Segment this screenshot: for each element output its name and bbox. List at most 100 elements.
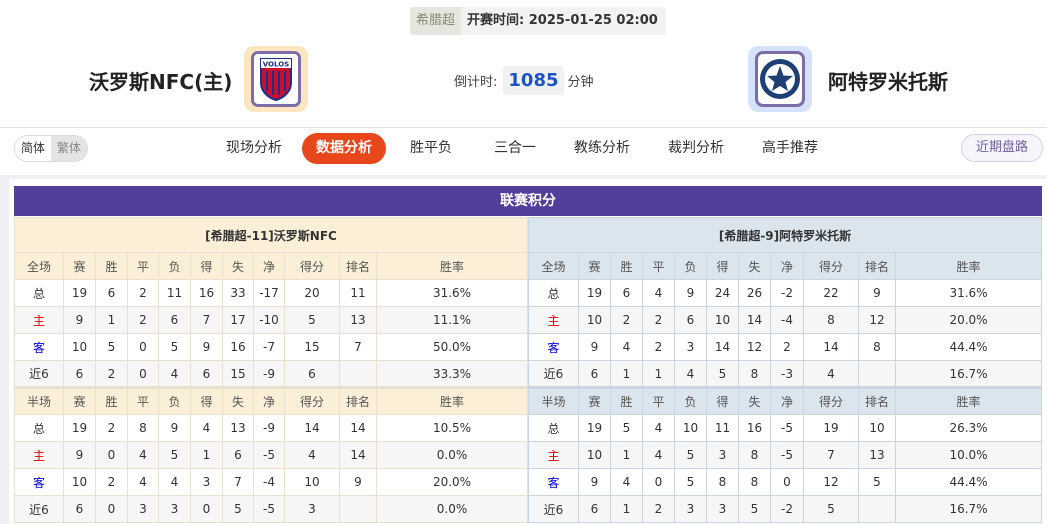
cell — [339, 495, 377, 523]
cell: -7 — [253, 333, 285, 361]
language-toggle: 简体 繁体 — [14, 135, 89, 162]
cell: -9 — [253, 414, 285, 442]
cell: 5 — [222, 495, 254, 523]
table-row: 总 19 5 4 10 11 16 -5 19 10 26.3% — [528, 414, 1042, 442]
column-header: 胜率 — [895, 252, 1042, 280]
column-header: 胜率 — [376, 252, 528, 280]
cell: 4 — [127, 441, 159, 469]
column-header: 胜 — [610, 386, 643, 415]
cell: 4 — [158, 360, 191, 388]
cell: 8 — [738, 360, 771, 388]
column-header: 得分 — [284, 252, 340, 280]
column-header: 赛 — [63, 252, 96, 280]
cell: 8 — [858, 333, 896, 361]
row-label: 客 — [14, 333, 64, 361]
cell: -5 — [770, 414, 804, 442]
cell — [339, 360, 377, 388]
full-column-header: 全场赛胜平负得失净得分 排名 胜率 — [528, 252, 1042, 280]
row-label: 客 — [528, 333, 579, 361]
cell: 2 — [642, 306, 675, 334]
home-team-standing-title: [希腊超-11]沃罗斯NFC — [14, 217, 528, 253]
league-standings-title: 联赛积分 — [14, 186, 1042, 216]
column-header: 平 — [642, 386, 675, 415]
cell: 0 — [642, 468, 675, 496]
cell: 9 — [190, 333, 223, 361]
row-label: 总 — [14, 279, 64, 307]
cell: 6 — [95, 279, 128, 307]
cell: 0 — [127, 333, 159, 361]
tab-referee-analysis[interactable]: 裁判分析 — [668, 140, 724, 156]
cell: 6 — [610, 279, 643, 307]
cell: -3 — [770, 360, 804, 388]
table-row: 总 19 6 2 11 16 33 -17 20 11 31.6% — [14, 279, 528, 307]
column-header: 胜 — [610, 252, 643, 280]
kickoff-time: 开赛时间: 2025-01-25 02:00 — [461, 7, 666, 35]
column-header: 排名 — [858, 386, 896, 415]
league-label[interactable]: 希腊超 — [410, 7, 462, 35]
cell: 14 — [706, 333, 739, 361]
home-team-logo[interactable]: VOLOS — [244, 46, 308, 112]
cell: -2 — [770, 279, 804, 307]
cell: 3 — [284, 495, 340, 523]
kickoff-label: 开赛时间: — [467, 13, 525, 28]
cell: 4 — [190, 414, 223, 442]
lang-traditional[interactable]: 繁体 — [57, 141, 82, 155]
countdown-label: 倒计时: — [454, 75, 498, 90]
cell: 10 — [63, 333, 96, 361]
cell: 20.0% — [895, 306, 1042, 334]
cell: 4 — [642, 414, 675, 442]
cell: 6 — [578, 360, 611, 388]
table-row: 客 9 4 2 3 14 12 2 14 8 44.4% — [528, 333, 1042, 361]
cell: 8 — [127, 414, 159, 442]
tab-three-in-one[interactable]: 三合一 — [494, 140, 536, 156]
cell: 2 — [95, 360, 128, 388]
table-row: 客 10 5 0 5 9 16 -7 15 7 50.0% — [14, 333, 528, 361]
cell: 5 — [706, 360, 739, 388]
cell: 10 — [63, 468, 96, 496]
cell: 15 — [284, 333, 340, 361]
cell: 3 — [706, 495, 739, 523]
cell: 12 — [858, 306, 896, 334]
cell: 17 — [222, 306, 254, 334]
cell: 0 — [127, 360, 159, 388]
tab-data-analysis[interactable]: 数据分析 — [302, 133, 386, 164]
cell: 7 — [190, 306, 223, 334]
cell: 19 — [578, 414, 611, 442]
cell: 16 — [222, 333, 254, 361]
cell: -5 — [253, 441, 285, 469]
column-header: 半场 — [14, 386, 64, 415]
tab-expert-picks[interactable]: 高手推荐 — [762, 140, 818, 156]
cell: 13 — [858, 441, 896, 469]
tab-win-draw-loss[interactable]: 胜平负 — [410, 140, 452, 156]
cell: 14 — [738, 306, 771, 334]
column-header: 平 — [127, 386, 159, 415]
home-team-name[interactable]: 沃罗斯NFC(主) — [89, 70, 233, 94]
cell: 4 — [674, 360, 707, 388]
cell: 1 — [610, 360, 643, 388]
cell: 8 — [738, 468, 771, 496]
away-standings-table: [希腊超-9]阿特罗米托斯 全场赛胜平负得失净得分 排名 胜率总 19 6 4 9 24 26-… — [528, 217, 1042, 523]
recent-odds-button[interactable]: 近期盘路 — [961, 134, 1043, 162]
column-header: 负 — [158, 252, 191, 280]
tab-onsite-analysis[interactable]: 现场分析 — [226, 140, 282, 156]
row-label: 近6 — [528, 360, 579, 388]
column-header: 净 — [253, 252, 285, 280]
lang-simplified[interactable]: 简体 — [15, 136, 52, 161]
tab-coach-analysis[interactable]: 教练分析 — [574, 140, 630, 156]
cell: 19 — [803, 414, 859, 442]
cell: 9 — [158, 414, 191, 442]
cell: 5 — [95, 333, 128, 361]
cell: 3 — [674, 495, 707, 523]
cell: 10.5% — [376, 414, 528, 442]
cell: 14 — [284, 414, 340, 442]
cell: 50.0% — [376, 333, 528, 361]
cell: 1 — [95, 306, 128, 334]
table-row: 主 10 1 4 5 3 8 -5 7 13 10.0% — [528, 441, 1042, 469]
away-team-name[interactable]: 阿特罗米托斯 — [828, 70, 948, 94]
cell: 9 — [674, 279, 707, 307]
cell: 0.0% — [376, 441, 528, 469]
countdown: 倒计时: 1085 分钟 — [454, 66, 594, 95]
cell: 15 — [222, 360, 254, 388]
cell: 11.1% — [376, 306, 528, 334]
away-team-logo[interactable] — [748, 46, 812, 112]
